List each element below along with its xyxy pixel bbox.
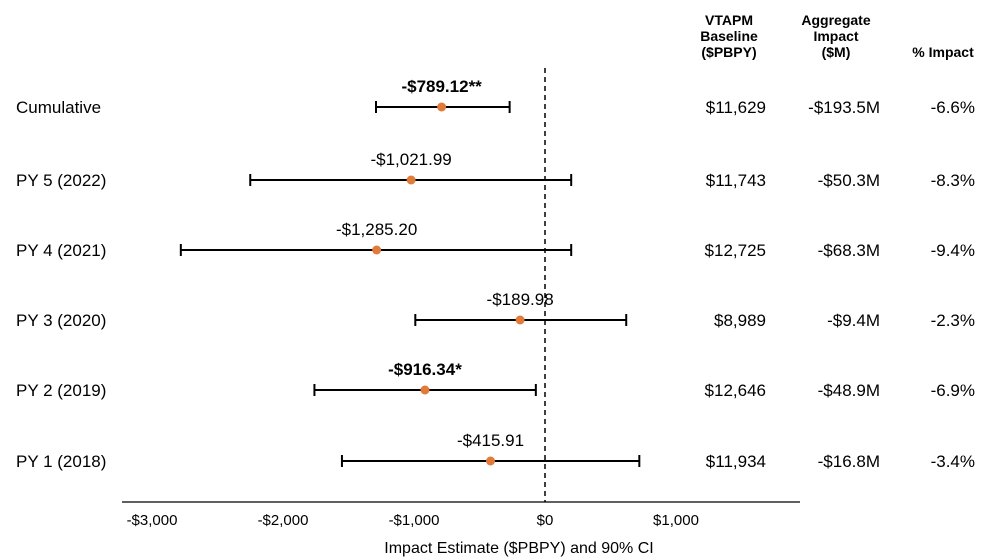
pct-impact-value: -3.4% (931, 452, 975, 471)
estimate-point (486, 456, 496, 466)
header-aggregate-line3: ($M) (821, 44, 851, 60)
x-tick-label: $0 (537, 512, 554, 529)
estimate-label: -$1,285.20 (336, 220, 417, 239)
aggregate-impact-value: -$193.5M (808, 98, 880, 117)
header-aggregate-line1: Aggregate (801, 12, 871, 28)
aggregate-impact-value: -$68.3M (818, 241, 880, 260)
header-baseline: VTAPM Baseline ($PBPY) (688, 12, 770, 60)
row-label: PY 3 (2020) (16, 311, 106, 330)
row-label: PY 5 (2022) (16, 171, 106, 190)
row-label: PY 4 (2021) (16, 241, 106, 260)
pct-impact-value: -9.4% (931, 241, 975, 260)
estimate-label: -$789.12** (401, 77, 482, 96)
header-baseline-line3: ($PBPY) (701, 44, 757, 60)
estimate-label: -$415.91 (457, 431, 524, 450)
baseline-value: $11,629 (706, 98, 766, 117)
pct-impact-value: -6.6% (931, 98, 975, 117)
estimate-label: -$1,021.99 (370, 150, 451, 169)
estimate-point (437, 102, 447, 112)
baseline-value: $12,725 (705, 241, 766, 260)
aggregate-impact-value: -$48.9M (818, 381, 880, 400)
x-tick-label: -$2,000 (258, 512, 309, 529)
aggregate-impact-value: -$16.8M (818, 452, 880, 471)
baseline-value: $11,743 (706, 171, 766, 190)
aggregate-impact-value: -$9.4M (827, 311, 880, 330)
baseline-value: $8,989 (714, 311, 766, 330)
x-axis-label: Impact Estimate ($PBPY) and 90% CI (384, 540, 653, 557)
x-tick-label: $1,000 (653, 512, 699, 529)
header-baseline-line1: VTAPM (705, 12, 753, 28)
estimate-label: -$916.34* (388, 360, 462, 379)
baseline-value: $11,934 (706, 452, 766, 471)
pct-impact-value: -6.9% (931, 381, 975, 400)
header-pct: % Impact (912, 44, 974, 60)
header-aggregate-line2: Impact (813, 28, 859, 44)
pct-impact-value: -8.3% (931, 171, 975, 190)
estimate-label: -$189.98 (487, 290, 554, 309)
baseline-value: $12,646 (705, 381, 766, 400)
estimate-point (515, 315, 525, 325)
row-label: PY 2 (2019) (16, 381, 106, 400)
estimate-point (406, 175, 416, 185)
header-aggregate: Aggregate Impact ($M) (794, 12, 878, 60)
row-label: PY 1 (2018) (16, 452, 106, 471)
estimate-point (420, 385, 430, 395)
aggregate-impact-value: -$50.3M (818, 171, 880, 190)
row-label: Cumulative (16, 98, 101, 117)
x-tick-label: -$1,000 (389, 512, 440, 529)
estimate-point (372, 245, 382, 255)
pct-impact-value: -2.3% (931, 311, 975, 330)
x-tick-label: -$3,000 (127, 512, 178, 529)
header-baseline-line2: Baseline (700, 28, 758, 44)
